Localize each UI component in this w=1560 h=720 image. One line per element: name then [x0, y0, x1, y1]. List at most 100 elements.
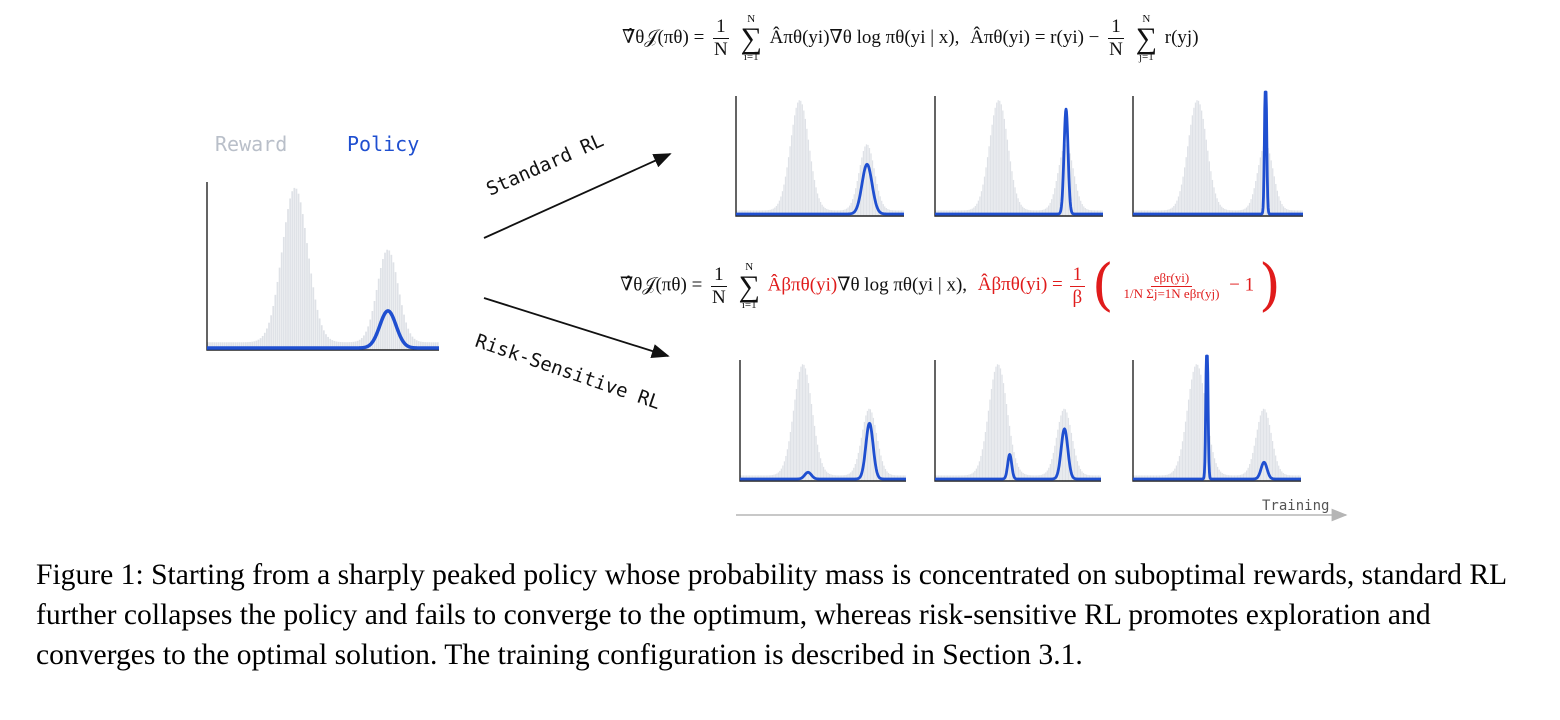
panel-standard-step-1 — [735, 96, 905, 217]
reward-bar — [780, 196, 782, 216]
reward-bar — [384, 252, 386, 350]
reward-bar — [794, 115, 796, 216]
reward-bar — [1197, 364, 1199, 481]
reward-bar — [785, 455, 787, 481]
reward-bar — [826, 208, 828, 216]
reward-bar — [316, 309, 319, 350]
reward-bar — [213, 342, 216, 350]
reward-bar — [994, 107, 996, 216]
reward-bar — [1184, 421, 1187, 481]
reward-bar — [859, 445, 861, 481]
reward-bar — [1182, 176, 1184, 216]
reward-bar — [1002, 383, 1005, 481]
reward-bar — [1049, 202, 1051, 216]
reward-bar — [1081, 204, 1083, 216]
reward-bar — [797, 379, 799, 481]
reward-bar — [413, 338, 416, 350]
reward-bar — [878, 448, 881, 481]
reward-bar — [860, 437, 862, 481]
reward-bar — [1250, 199, 1252, 216]
reward-bar — [403, 314, 405, 350]
reward-bar — [851, 470, 853, 481]
reward-bar — [823, 206, 825, 216]
reward-bar — [1082, 472, 1085, 481]
reward-bar — [1278, 465, 1280, 481]
reward-bar — [1176, 200, 1178, 216]
reward-bar — [375, 290, 378, 350]
reward-bar — [974, 470, 976, 481]
reward-bar — [280, 252, 283, 350]
panel-axes — [206, 182, 439, 351]
reward-bar — [977, 200, 980, 216]
reward-bar — [422, 341, 424, 350]
reward-bar — [1191, 379, 1193, 481]
reward-bar — [1246, 470, 1248, 481]
reward-bar — [869, 409, 872, 481]
eq-risk-term-black: ∇θ log πθ(yi | x), — [837, 274, 968, 296]
reward-bar — [1222, 208, 1224, 216]
panel-risk-step-3 — [1132, 354, 1302, 482]
reward-bar — [1019, 469, 1021, 481]
reward-bar — [405, 322, 407, 350]
reward-bar — [1250, 459, 1252, 481]
reward-bar — [253, 341, 256, 350]
reward-bar — [850, 472, 852, 481]
reward-bar — [1248, 202, 1251, 216]
reward-bar — [1181, 441, 1184, 481]
reward-bar — [989, 399, 991, 481]
reward-bar — [1187, 399, 1190, 481]
reward-bar — [1021, 471, 1023, 481]
policy-curve — [739, 421, 907, 481]
reward-bar — [430, 342, 433, 350]
policy-curve — [934, 427, 1102, 481]
reward-bar — [1208, 161, 1210, 216]
panels — [205, 90, 1304, 482]
eq-risk-sum: N ∑ i=1 — [738, 260, 760, 311]
reward-bar — [779, 470, 781, 481]
reward-bar — [791, 421, 793, 481]
reward-bar — [236, 342, 239, 350]
reward-bar — [1218, 469, 1220, 481]
panel-axes — [735, 96, 904, 217]
reward-bar — [331, 340, 334, 350]
reward-bar — [850, 202, 852, 216]
reward-bar — [887, 472, 890, 481]
reward-bar — [352, 341, 355, 350]
reward-bar — [1180, 449, 1182, 481]
reward-bar — [788, 441, 790, 481]
reward-bar — [251, 341, 254, 350]
reward-bar — [1216, 198, 1218, 216]
reward-bar — [1186, 410, 1188, 481]
panel-risk-step-1 — [739, 360, 907, 482]
reward-bar — [1194, 102, 1197, 216]
reward-bar — [1022, 472, 1024, 481]
reward-bar — [1268, 424, 1271, 481]
reward-bar — [971, 208, 973, 216]
reward-bar — [1011, 171, 1013, 216]
reward-bar — [1058, 165, 1060, 216]
reward-bar — [798, 100, 800, 216]
reward-bar — [1009, 161, 1012, 216]
reward-bar — [815, 435, 817, 481]
reward-bar — [1004, 393, 1006, 481]
reward-histogram — [207, 187, 439, 350]
reward-bar — [337, 341, 340, 350]
reward-bar — [881, 200, 883, 216]
reward-bar — [1048, 467, 1050, 481]
reward-bar — [1073, 176, 1076, 216]
reward-bar — [1247, 467, 1249, 481]
reward-bar — [1191, 115, 1193, 216]
reward-bar — [1018, 466, 1020, 481]
reward-bar — [1171, 472, 1173, 481]
reward-bar — [278, 267, 281, 350]
figure-caption: Figure 1: Starting from a sharply peaked… — [36, 559, 1507, 671]
reward-bar — [1281, 204, 1283, 216]
reward-bar — [371, 311, 374, 350]
reward-bar — [306, 243, 308, 350]
reward-bar — [1007, 415, 1009, 481]
reward-bar — [991, 124, 993, 216]
reward-bar — [1057, 173, 1059, 216]
reward-bar — [1180, 184, 1183, 216]
reward-bar — [360, 338, 363, 350]
